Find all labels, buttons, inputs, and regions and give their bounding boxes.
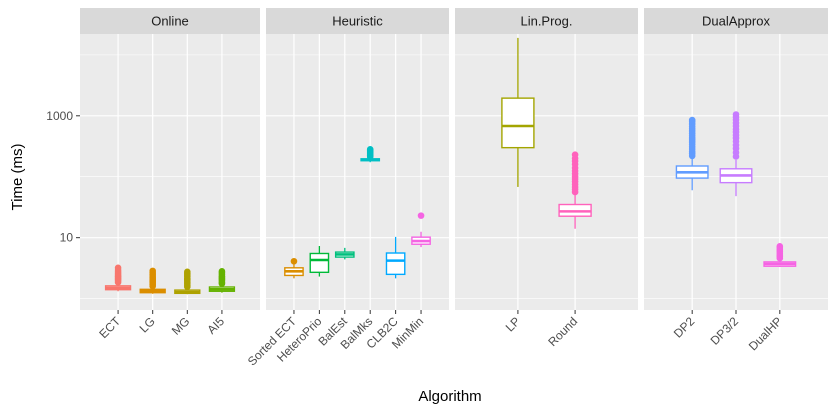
y-tick-label: 10 — [60, 231, 74, 245]
outlier-minmin — [417, 212, 425, 219]
outlier-dualhp — [776, 243, 784, 250]
x-tick-label-lp: LP — [503, 314, 523, 334]
box-clb2c — [385, 236, 406, 279]
box-lp — [501, 37, 535, 187]
panel-background-lin-prog — [455, 34, 638, 310]
panel-dualapprox: DualApprox — [644, 8, 828, 310]
strip-heuristic — [266, 8, 449, 34]
outlier-balmks — [366, 145, 374, 153]
strip-label-heuristic: Heuristic — [332, 14, 383, 29]
outlier-mg — [184, 268, 191, 276]
box-body-lp — [501, 97, 535, 149]
box-ai5 — [208, 268, 236, 293]
box-sorted-ect — [284, 257, 304, 279]
outlier-ect — [114, 264, 122, 272]
x-tick-label-ect: ECT — [96, 314, 123, 341]
box-body-heteroprio — [309, 252, 330, 274]
strip-label-lin-prog: Lin.Prog. — [520, 14, 572, 29]
strip-dualapprox — [644, 8, 828, 34]
outlier-lg — [149, 267, 156, 275]
panel-background-heuristic — [266, 34, 449, 310]
panels-layer: Online Heuristic Lin.Prog. DualApprox — [80, 8, 828, 310]
x-tick-label-round: Round — [545, 314, 580, 349]
x-axis-title: Algorithm — [418, 388, 481, 405]
strip-online — [80, 8, 260, 34]
x-tick-label-lg: LG — [137, 314, 158, 335]
x-tick-label-mg: MG — [169, 314, 193, 338]
strip-label-dualapprox: DualApprox — [702, 14, 770, 29]
y-tick-label: 1000 — [46, 109, 73, 123]
y-axis: 10 1000 — [46, 109, 80, 245]
box-dualhp — [763, 243, 797, 268]
x-tick-label-dualhp: DualHP — [746, 314, 785, 353]
box-heteroprio — [309, 245, 330, 277]
y-axis-title: Time (ms) — [9, 144, 26, 211]
strip-lin-prog — [455, 8, 638, 34]
x-tick-label-dp3-2: DP3/2 — [708, 314, 742, 348]
x-tick-label-dp2: DP2 — [671, 314, 698, 341]
strip-label-online: Online — [151, 14, 189, 29]
outlier-dp3-2 — [732, 111, 740, 118]
outlier-dp2 — [688, 116, 696, 124]
outlier-round — [571, 151, 579, 158]
box-round — [558, 151, 592, 229]
box-dp2 — [675, 116, 709, 191]
panel-heuristic: Heuristic — [266, 8, 449, 310]
box-mg — [174, 268, 201, 295]
box-balest — [334, 247, 355, 260]
box-balmks — [360, 145, 381, 163]
x-axis: ECT LG MG AI5 Sorted ECTHeteroPrioBalEstBalM… — [96, 310, 785, 368]
outlier-ai5 — [218, 268, 226, 275]
box-minmin — [411, 212, 431, 248]
panel-online: Online — [80, 8, 260, 310]
box-body-clb2c — [385, 252, 406, 276]
panel-lin-prog: Lin.Prog. — [455, 8, 638, 310]
box-ect — [104, 264, 132, 292]
outlier-sorted-ect — [290, 257, 298, 265]
panel-background-online — [80, 34, 260, 310]
box-lg — [139, 267, 166, 294]
box-dp3-2 — [719, 111, 753, 197]
x-tick-label-ai5: AI5 — [204, 314, 227, 337]
